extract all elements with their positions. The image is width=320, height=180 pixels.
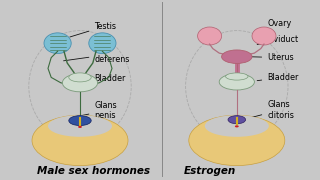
Text: Glans
clitoris: Glans clitoris: [249, 100, 294, 120]
Ellipse shape: [69, 116, 91, 126]
Text: Vas
deferens: Vas deferens: [64, 44, 130, 64]
Text: Male sex hormones: Male sex hormones: [37, 165, 150, 176]
Text: Bladder: Bladder: [70, 74, 126, 83]
Text: Ovary: Ovary: [255, 19, 292, 31]
Text: Bladder: Bladder: [257, 73, 299, 82]
Text: Testis: Testis: [70, 22, 116, 37]
Ellipse shape: [198, 27, 222, 45]
Ellipse shape: [69, 73, 91, 82]
Text: Estrogen: Estrogen: [184, 165, 236, 176]
Ellipse shape: [48, 115, 112, 137]
Ellipse shape: [252, 27, 276, 45]
Ellipse shape: [228, 116, 246, 124]
Text: Glans
penis: Glans penis: [64, 101, 117, 120]
Ellipse shape: [226, 73, 248, 80]
Ellipse shape: [44, 33, 71, 54]
Ellipse shape: [62, 74, 98, 92]
Ellipse shape: [235, 125, 239, 127]
Ellipse shape: [89, 33, 116, 54]
Ellipse shape: [78, 126, 82, 128]
Ellipse shape: [32, 115, 128, 166]
Text: Oviduct: Oviduct: [257, 35, 298, 44]
Ellipse shape: [219, 74, 254, 90]
Text: Uterus: Uterus: [251, 53, 294, 62]
Ellipse shape: [189, 115, 285, 166]
Ellipse shape: [222, 50, 252, 64]
Ellipse shape: [205, 115, 269, 137]
